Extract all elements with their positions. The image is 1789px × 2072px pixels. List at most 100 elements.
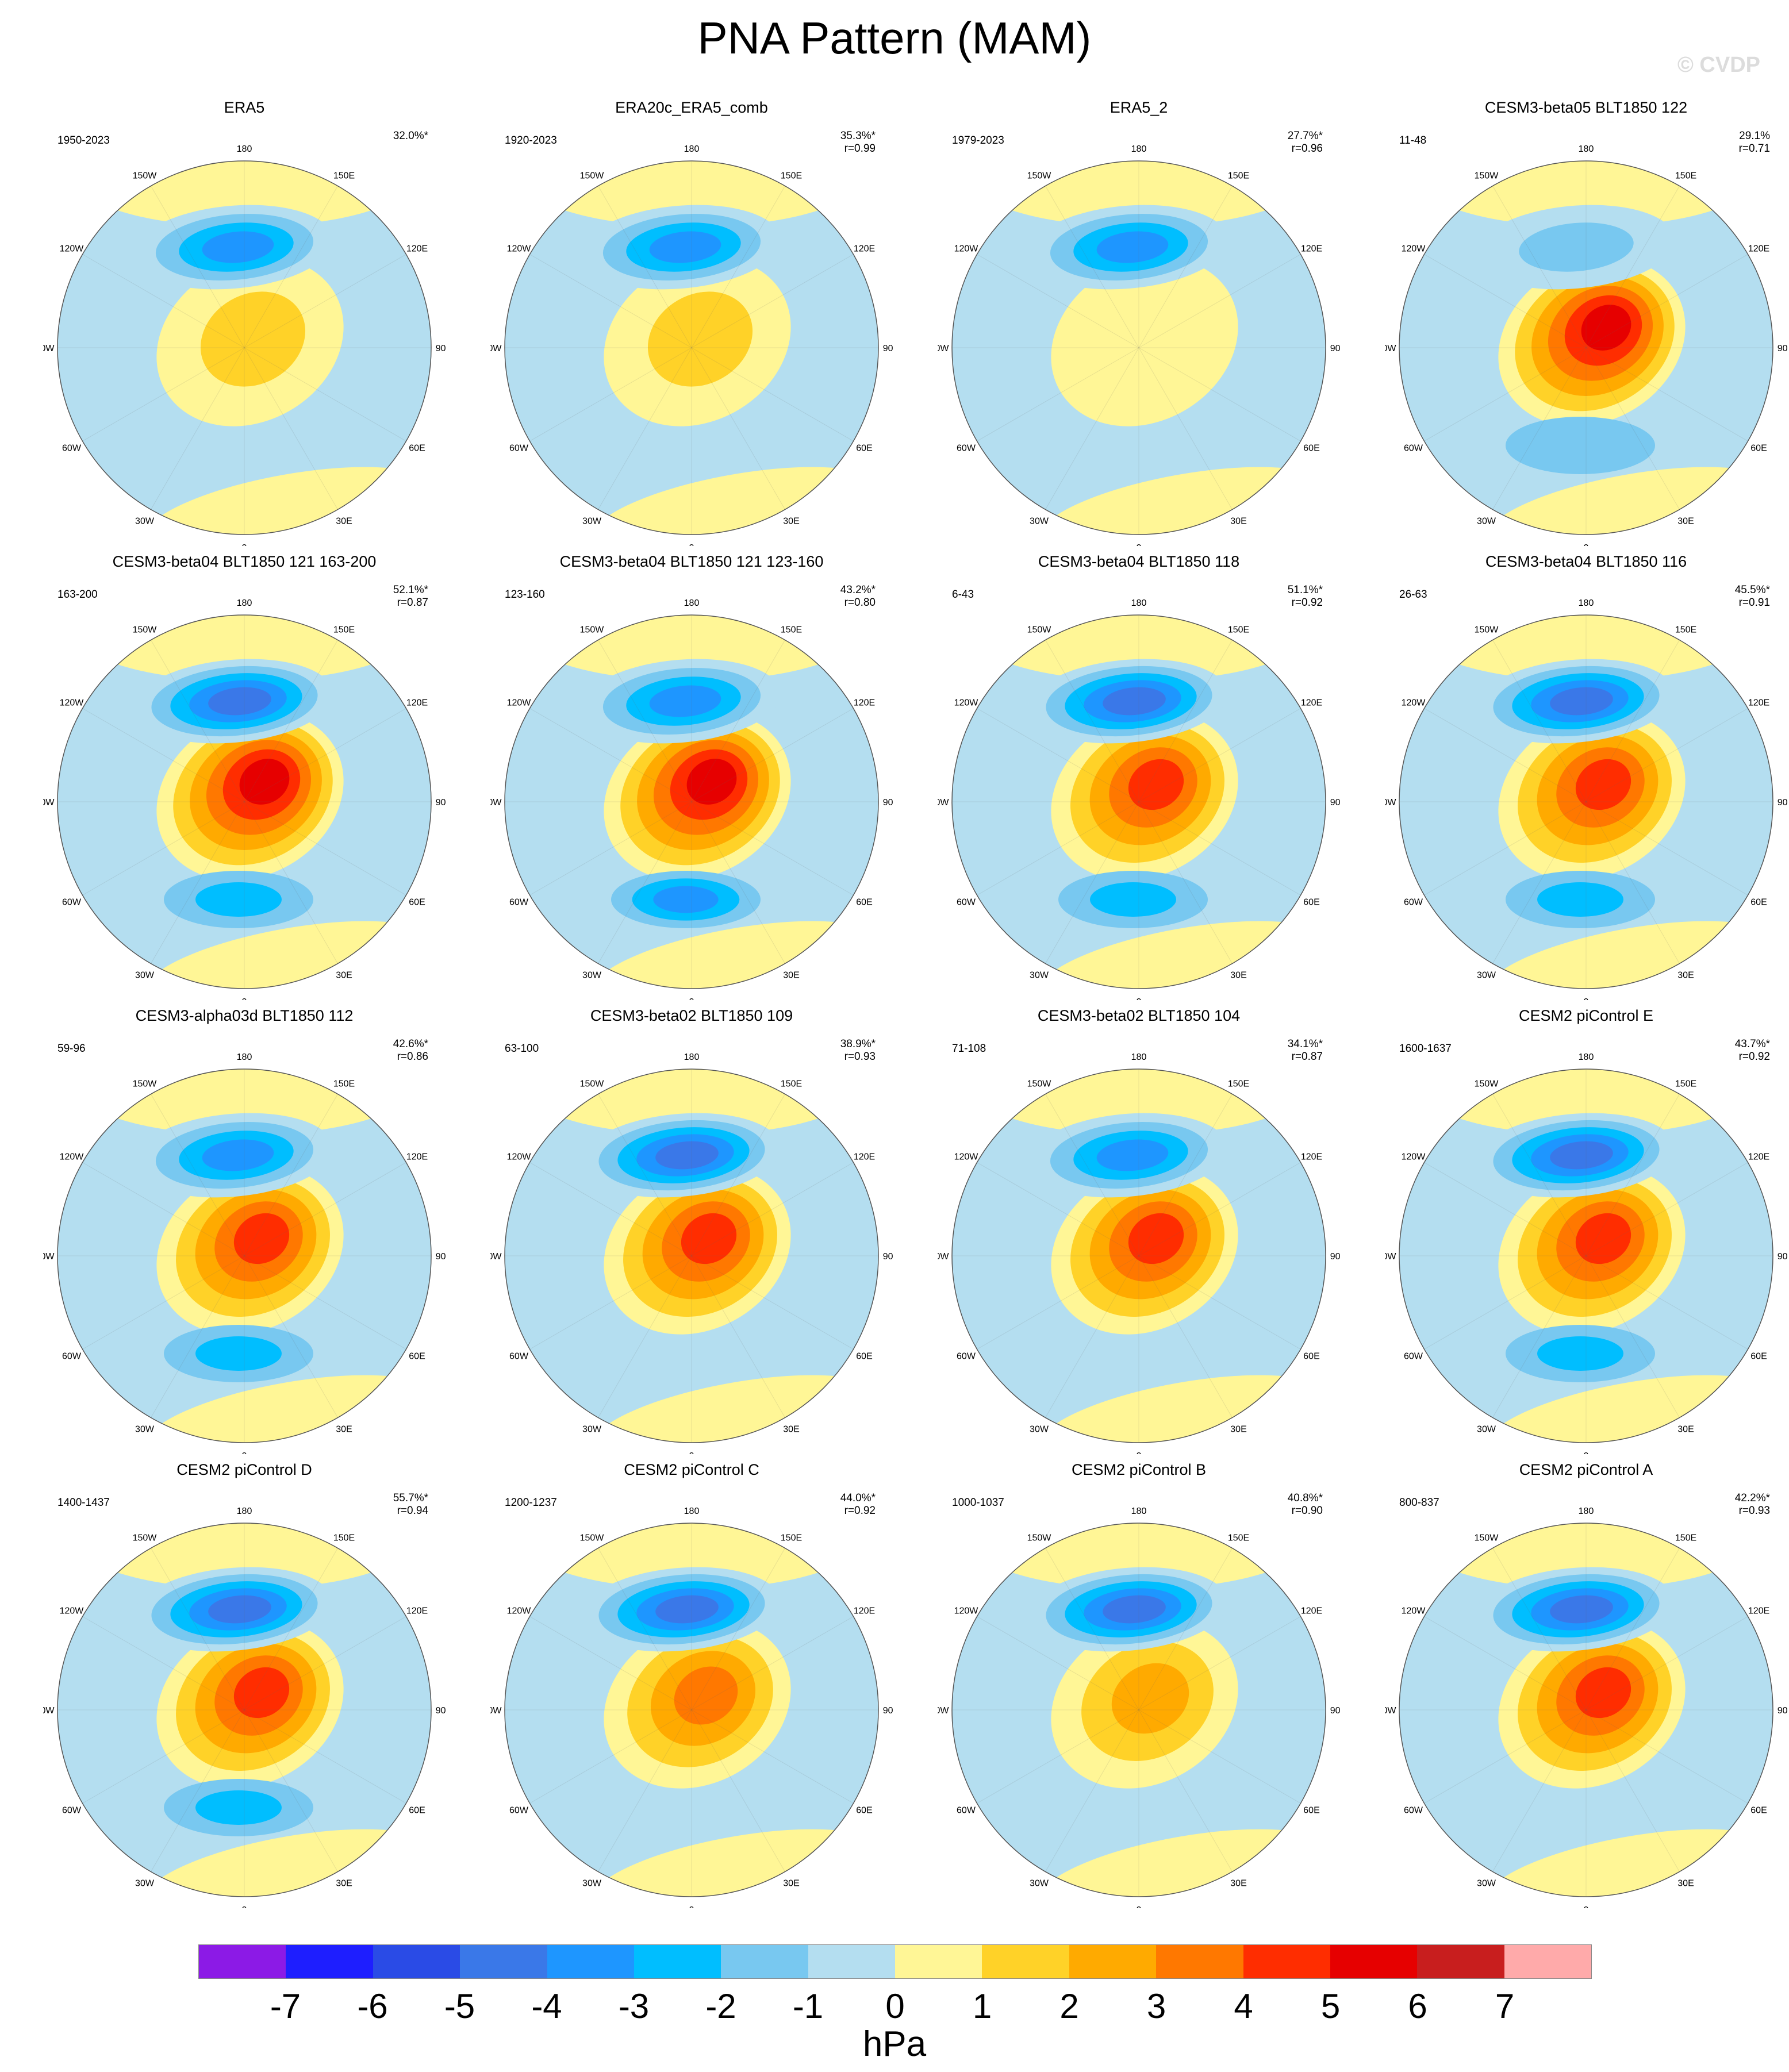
longitude-label: 150E (333, 1079, 355, 1089)
panel-stats: 32.0%* (393, 130, 428, 143)
meridian-line (1045, 640, 1139, 802)
meridian-line (598, 1094, 692, 1256)
panel-correlation: r=0.87 (1291, 1051, 1323, 1063)
longitude-label: 120W (507, 698, 532, 708)
longitude-label: 0 (1137, 1451, 1142, 1454)
longitude-label: 90E (883, 344, 893, 353)
meridian-line (1492, 1709, 1587, 1872)
secondary-low (195, 1790, 282, 1825)
longitude-label: 0 (242, 1905, 247, 1908)
panel-variance: 29.1% (1739, 130, 1770, 142)
longitude-label: 120W (1402, 1152, 1426, 1162)
longitude-label: 150W (133, 625, 158, 635)
panel-stats: 43.2%* r=0.80 (840, 584, 876, 609)
meridian-line (1138, 347, 1301, 441)
colorbar-tick-label: -6 (357, 1987, 388, 2025)
meridian-line (1424, 801, 1587, 895)
polar-map: 180 150E 120E 90E 60E 30E 0 30W 60W 90W 120W 150W (1385, 1052, 1787, 1454)
low-contour (208, 687, 271, 716)
longitude-label: 60W (1404, 1806, 1423, 1816)
longitude-label: 30W (582, 1425, 602, 1435)
map-panel: CESM2 piControl C 1200-1237 44.0%* r=0.92 18… (473, 1460, 910, 1914)
meridian-line (529, 347, 692, 441)
panel-correlation: r=0.71 (1738, 143, 1770, 155)
meridian-line (1492, 1255, 1587, 1418)
longitude-label: 60W (62, 444, 82, 453)
colorbar-tick-label: 1 (972, 1987, 992, 2025)
panel-title: CESM3-beta04 BLT1850 118 (1038, 553, 1240, 570)
meridian-line (1585, 1616, 1748, 1710)
map-border (951, 1523, 1326, 1897)
panel-title: CESM2 piControl D (176, 1461, 312, 1478)
meridian-line (82, 708, 245, 802)
map-panel: CESM3-alpha03d BLT1850 112 59-96 42.6%* r=0… (26, 1006, 463, 1460)
colorbar-bin (1504, 1945, 1591, 1978)
longitude-label: 60E (409, 1806, 425, 1816)
longitude-label: 30E (1230, 1879, 1246, 1889)
map-panel: ERA5_2 1979-2023 27.7%* r=0.96 180 150E 120E 90… (920, 98, 1357, 552)
meridian-line (244, 708, 406, 802)
longitude-label: 0 (689, 1905, 694, 1908)
meridian-line (244, 1709, 406, 1804)
longitude-label: 30W (1477, 1425, 1496, 1435)
positive-band (72, 161, 417, 227)
meridian-line (1138, 1709, 1233, 1872)
longitude-label: 30W (1477, 971, 1496, 981)
longitude-label: 60W (509, 1806, 529, 1816)
panel-correlation: r=0.92 (1291, 597, 1323, 609)
longitude-label: 120W (954, 1152, 979, 1162)
longitude-label: 60E (856, 444, 872, 453)
polar-map: 180 150E 120E 90E 60E 30E 0 30W 60W 90W 120W 150W (43, 144, 446, 546)
longitude-label: 90W (938, 1706, 949, 1716)
meridian-line (244, 186, 338, 348)
panel-correlation: r=0.87 (397, 597, 428, 609)
high-contour (686, 759, 737, 805)
colorbar-tick-label: 3 (1146, 1987, 1166, 2025)
low-contour (1096, 1139, 1169, 1171)
longitude-label: 90E (883, 1706, 893, 1716)
panel-title: CESM2 piControl A (1519, 1461, 1653, 1478)
longitude-label: 60E (1303, 444, 1319, 453)
longitude-label: 30E (783, 971, 799, 981)
longitude-label: 120E (1748, 244, 1769, 254)
polar-map: 180 150E 120E 90E 60E 30E 0 30W 60W 90W 120W 150W (43, 1052, 446, 1454)
secondary-low (1090, 882, 1176, 917)
longitude-label: 90E (436, 1252, 446, 1262)
longitude-label: 180 (1579, 144, 1594, 154)
meridian-line (977, 708, 1139, 802)
longitude-label: 90W (490, 798, 502, 808)
longitude-label: 30E (1230, 1425, 1246, 1435)
meridian-line (691, 801, 854, 895)
meridian-line (691, 186, 785, 348)
colorbar-bin (286, 1945, 373, 1978)
panel-title: CESM3-beta04 BLT1850 116 (1485, 553, 1687, 570)
longitude-label: 30W (582, 517, 602, 526)
longitude-label: 60E (1750, 898, 1767, 908)
longitude-label: 30W (1030, 1879, 1049, 1889)
meridian-line (1138, 1094, 1233, 1256)
meridian-line (82, 254, 245, 348)
panel-title: ERA5 (224, 99, 265, 116)
longitude-label: 120W (60, 1606, 85, 1616)
panel-correlation: r=0.99 (844, 143, 876, 155)
map-panel: ERA5 1950-2023 32.0%* 180 150E 120E 90E 60E 30E 0… (26, 98, 463, 552)
meridian-line (691, 1094, 785, 1256)
map-border (57, 1068, 432, 1443)
meridian-line (1585, 1548, 1680, 1710)
longitude-label: 120W (954, 698, 979, 708)
longitude-label: 180 (684, 1506, 700, 1516)
map-border (951, 1068, 1326, 1443)
longitude-label: 90W (938, 1252, 949, 1262)
longitude-label: 120W (507, 244, 532, 254)
meridian-line (977, 1709, 1139, 1804)
meridian-line (1138, 347, 1233, 510)
panel-years: 1600-1637 (1399, 1043, 1452, 1055)
meridian-line (244, 1548, 338, 1710)
colorbar (198, 1944, 1592, 1979)
longitude-label: 90W (43, 1252, 55, 1262)
longitude-label: 120E (854, 1152, 875, 1162)
panel-stats: 45.5%* r=0.91 (1735, 584, 1770, 609)
meridian-line (1585, 708, 1748, 802)
longitude-label: 60W (509, 898, 529, 908)
panel-correlation: r=0.92 (1738, 1051, 1770, 1063)
